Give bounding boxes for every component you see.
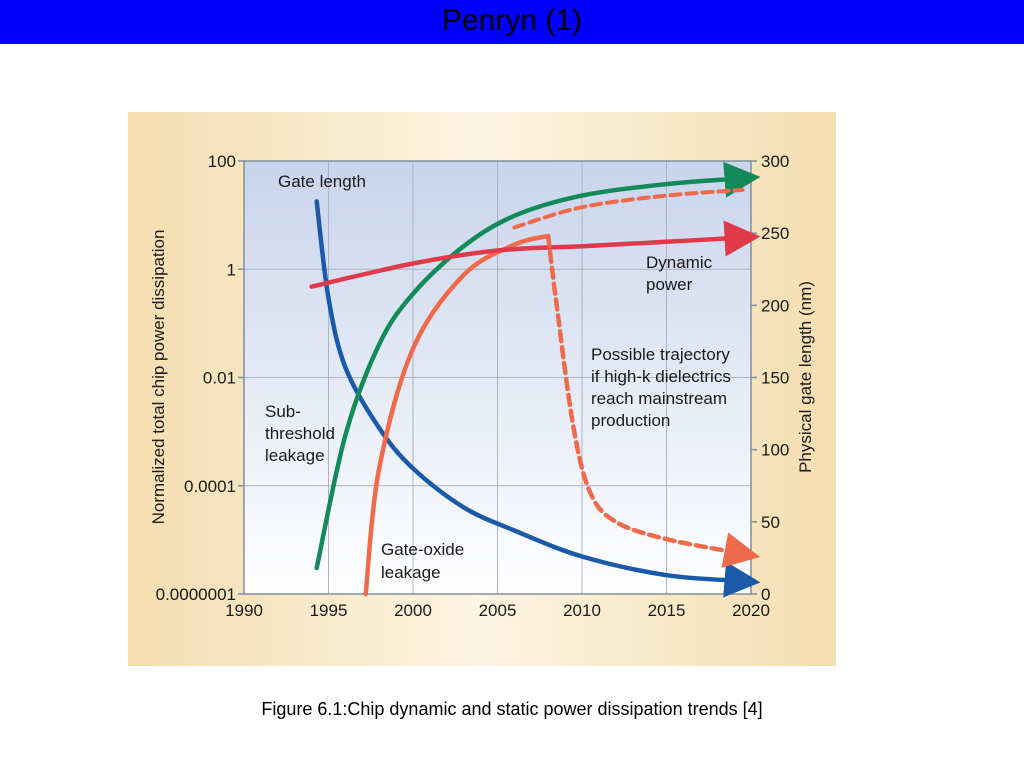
slide-title-bar — [0, 0, 1024, 44]
left-tick-label: 1 — [227, 260, 236, 279]
x-tick-label: 1995 — [310, 601, 348, 620]
gate-oxide-leakage-curve — [363, 233, 551, 597]
series-layer — [309, 161, 761, 598]
right-tick-label: 150 — [761, 369, 789, 388]
figure-caption: Figure 6.1:Chip dynamic and static power… — [261, 699, 763, 719]
annotation-dynamic-power: Dynamic power — [646, 253, 717, 294]
left-tick-label: 0.0000001 — [156, 585, 236, 604]
x-tick-label: 2010 — [563, 601, 601, 620]
left-tick-label: 0.0001 — [184, 477, 236, 496]
left-tick-label: 100 — [208, 152, 236, 171]
right-axis-label: Physical gate length (nm) — [796, 281, 815, 473]
annotation-gate-length: Gate length — [278, 172, 366, 191]
right-tick-label: 0 — [761, 585, 770, 604]
right-tick-label: 200 — [761, 296, 789, 315]
right-tick-label: 100 — [761, 441, 789, 460]
right-tick-label: 250 — [761, 224, 789, 243]
slide-title: Penryn (1) — [441, 4, 583, 37]
gate-length-curve — [314, 199, 761, 598]
x-tick-label: 2020 — [732, 601, 770, 620]
x-axis-tick-labels: 1990 1995 2000 2005 2010 2015 2020 — [225, 601, 770, 620]
annotation-gate-oxide-leakage: Gate-oxide leakage — [381, 540, 469, 582]
subthreshold-leakage-curve — [314, 161, 761, 571]
left-tick-label: 0.01 — [203, 369, 236, 388]
annotation-high-k-trajectory: Possible trajectory if high-k dielectric… — [591, 345, 736, 430]
grid-lines — [244, 161, 751, 594]
right-axis-tick-labels: 300 250 200 150 100 50 0 — [751, 152, 789, 604]
annotation-subthreshold-leakage: Sub- threshold leakage — [265, 402, 340, 465]
left-axis-tick-labels: 100 1 0.01 0.0001 0.0000001 — [156, 152, 244, 604]
right-tick-label: 50 — [761, 513, 780, 532]
x-tick-label: 1990 — [225, 601, 263, 620]
x-tick-label: 2000 — [394, 601, 432, 620]
high-k-upper-dashed-curve — [512, 187, 745, 230]
x-tick-label: 2015 — [648, 601, 686, 620]
high-k-trajectory-curve — [545, 233, 761, 568]
right-tick-label: 300 — [761, 152, 789, 171]
left-axis-label: Normalized total chip power dissipation — [149, 230, 168, 525]
dynamic-power-curve — [309, 220, 761, 289]
power-dissipation-chart: 1990 1995 2000 2005 2010 2015 2020 10010.010.0… — [128, 112, 836, 666]
x-tick-label: 2005 — [479, 601, 517, 620]
